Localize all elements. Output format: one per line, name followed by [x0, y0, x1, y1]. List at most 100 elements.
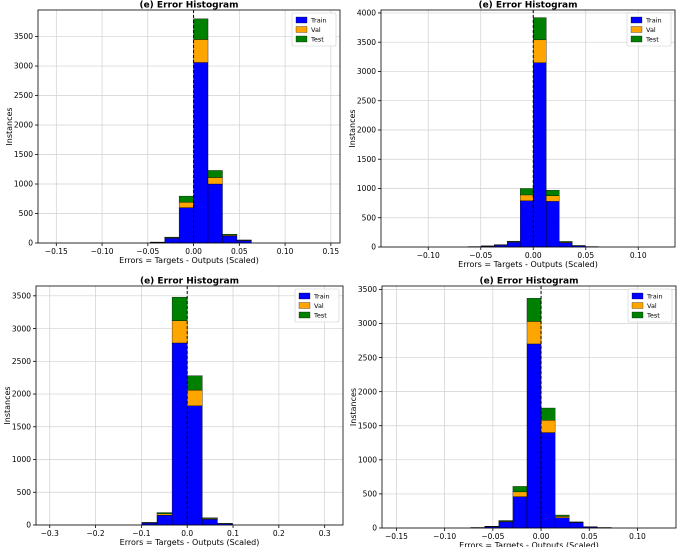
x-tick-label: 0.10	[629, 532, 646, 541]
x-tick-label: 0.00	[533, 532, 550, 541]
y-tick-label: 1000	[14, 180, 33, 189]
legend-label-test: Test	[646, 312, 660, 320]
bar-val	[171, 320, 188, 344]
bar-train	[193, 62, 209, 244]
y-tick-label: 3000	[357, 67, 376, 76]
y-tick-label: 2500	[357, 96, 376, 105]
bar-test	[546, 190, 560, 196]
x-tick-label: 0.05	[231, 247, 248, 256]
x-tick-label: −0.05	[136, 247, 159, 256]
x-axis-label: Errors = Targets - Outputs (Scaled)	[119, 256, 259, 265]
y-tick-label: 500	[363, 490, 378, 499]
y-tick-label: 500	[19, 209, 34, 218]
chart-title: (e) Error Histogram	[479, 277, 578, 287]
bar-train	[559, 242, 573, 248]
legend-swatch-test	[630, 35, 643, 43]
bar-test	[202, 517, 218, 519]
legend-swatch-test	[298, 311, 311, 319]
x-tick-label: −0.1	[132, 529, 150, 538]
bar-train	[533, 62, 547, 248]
bar-train	[187, 405, 203, 526]
bar-train	[164, 238, 180, 244]
legend-swatch-train	[630, 16, 643, 24]
legend-swatch-val	[295, 26, 308, 33]
x-tick-label: −0.05	[469, 251, 492, 260]
bar-test	[207, 170, 223, 178]
legend-label-train: Train	[313, 293, 330, 301]
x-tick-label: 0.0	[181, 529, 193, 538]
legend-swatch-train	[298, 292, 311, 300]
bar-train	[512, 496, 528, 529]
bar-test	[156, 512, 173, 515]
legend-swatch-train	[631, 292, 644, 300]
y-tick-label: 2000	[12, 390, 31, 399]
y-tick-label: 0	[371, 243, 376, 252]
bar-val	[546, 195, 560, 202]
x-tick-label: −0.10	[433, 532, 456, 541]
bar-val	[520, 194, 534, 201]
bar-val	[187, 389, 203, 407]
y-tick-label: 3500	[358, 285, 377, 294]
bar-test	[559, 241, 573, 243]
bar-val	[207, 177, 223, 185]
x-tick-label: 0.15	[322, 247, 339, 256]
histogram-panel-bottom-right: −0.15 −0.10 −0.05 0.00 0.05 0.10 0 500 1000 1500 2…	[349, 277, 677, 547]
histogram-panel-top-right: −0.10 −0.05 0.00 0.05 0.10 0 500 1000 1500 2000 25…	[348, 1, 676, 269]
legend-swatch-val	[631, 302, 644, 309]
bar-test	[533, 17, 547, 41]
bar-test	[164, 236, 180, 238]
bar-val	[526, 321, 542, 345]
bar-train	[156, 515, 173, 526]
x-axis-label: Errors = Targets - Outputs (Scaled)	[459, 541, 599, 547]
legend-swatch-test	[295, 35, 308, 43]
x-tick-label: 0.2	[273, 529, 285, 538]
y-tick-label: 2500	[14, 91, 33, 100]
y-tick-label: 1000	[358, 456, 377, 465]
y-tick-label: 1500	[12, 422, 31, 431]
bar-train	[540, 432, 556, 529]
bar-train	[554, 517, 570, 529]
bar-val	[533, 39, 547, 63]
bar-train	[507, 242, 521, 248]
y-tick-label: 1500	[14, 150, 33, 159]
chart-title: (e) Error Histogram	[139, 1, 238, 11]
y-tick-label: 1500	[358, 421, 377, 430]
y-tick-label: 1000	[12, 455, 31, 464]
x-axis-label: Errors = Targets - Outputs (Scaled)	[120, 538, 260, 547]
bar-test	[540, 407, 556, 421]
y-tick-label: 1000	[357, 184, 376, 193]
bar-test	[554, 514, 570, 517]
histogram-panel-bottom-left: −0.3 −0.2 −0.1 0.0 0.1 0.2 0.3 0 500 1000 1500 2000…	[3, 277, 344, 547]
legend-label-test: Test	[313, 312, 327, 320]
bar-train	[546, 201, 560, 248]
x-tick-label: 0.05	[577, 251, 594, 260]
x-tick-label: 0.05	[581, 532, 598, 541]
legend-label-train: Train	[310, 17, 327, 25]
x-tick-label: 0.1	[227, 529, 239, 538]
y-tick-label: 0	[26, 521, 31, 530]
bar-test	[507, 240, 521, 242]
y-tick-label: 2000	[14, 121, 33, 130]
plot-frame	[37, 9, 341, 244]
bar-test	[178, 195, 194, 203]
legend-swatch-test	[631, 311, 644, 319]
bar-train	[202, 518, 218, 526]
y-tick-label: 500	[362, 213, 377, 222]
bar-test	[187, 375, 203, 391]
y-tick-label: 2000	[358, 387, 377, 396]
chart-title: (e) Error Histogram	[478, 1, 577, 11]
y-tick-label: 2000	[357, 126, 376, 135]
x-tick-label: −0.15	[45, 247, 68, 256]
bar-train	[569, 522, 584, 529]
y-tick-label: 3000	[12, 324, 31, 333]
bar-val	[512, 491, 528, 497]
x-tick-label: −0.05	[481, 532, 504, 541]
legend-label-train: Train	[645, 17, 662, 25]
chart-title: (e) Error Histogram	[140, 277, 239, 287]
y-tick-label: 2500	[358, 353, 377, 362]
y-tick-label: 1500	[357, 155, 376, 164]
legend-swatch-val	[298, 302, 311, 309]
y-tick-label: 500	[17, 488, 32, 497]
